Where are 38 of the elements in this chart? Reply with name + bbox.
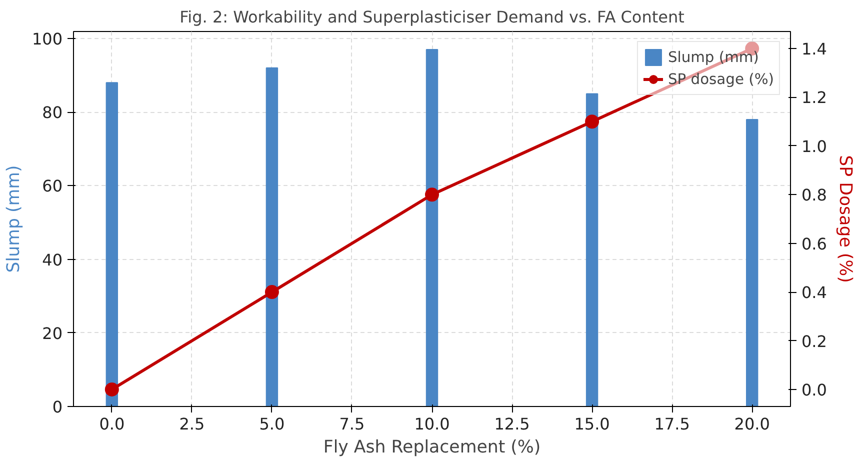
x-tick-label: 12.5 [494,414,530,434]
bar [266,67,278,406]
x-tick-label: 15.0 [574,414,610,434]
y2-tick-label: 0.4 [802,283,827,302]
x-tick-label: 17.5 [654,414,690,434]
y2-tick-label: 0.0 [802,380,827,400]
point [585,114,600,129]
y-tick-label: 0 [52,398,63,416]
chart-title: Fig. 2: Workability and Superplasticiser Demand vs. FA Content [180,8,684,26]
y-tick-label: 100 [32,29,63,48]
y-tick-label: 40 [42,250,62,270]
bar [426,49,438,406]
x-tick-label: 10.0 [414,414,450,434]
x-tick-label: 2.5 [179,414,205,434]
x-axis-title: Fly Ash Replacement (%) [323,438,541,458]
y2-tick-label: 0.8 [802,186,827,205]
y-tick-label: 80 [42,103,62,122]
x-tick-label: 20.0 [734,414,770,434]
legend-label: Slump (mm) [668,48,759,66]
y2-tick-label: 1.2 [802,88,827,108]
y2-axis-title: SP Dosage (%) [834,155,855,283]
y2-tick-label: 1.4 [802,40,827,59]
bar [106,82,118,406]
y-tick-label: 60 [42,176,62,196]
bar [586,93,598,406]
y2-tick-label: 0.2 [802,332,827,351]
y2-tick-label: 0.6 [802,234,827,254]
y-tick-label: 20 [42,324,62,343]
y2-tick-label: 1.0 [802,136,827,156]
y-axis-title: Slump (mm) [4,165,24,273]
point [425,188,439,202]
point [104,382,119,396]
x-tick-label: 0.0 [99,414,125,434]
x-tick-label: 5.0 [259,414,285,434]
x-tick-label: 7.5 [339,414,365,434]
bar [746,118,758,406]
point [264,285,279,300]
legend-label: SP dosage (%) [668,70,774,88]
